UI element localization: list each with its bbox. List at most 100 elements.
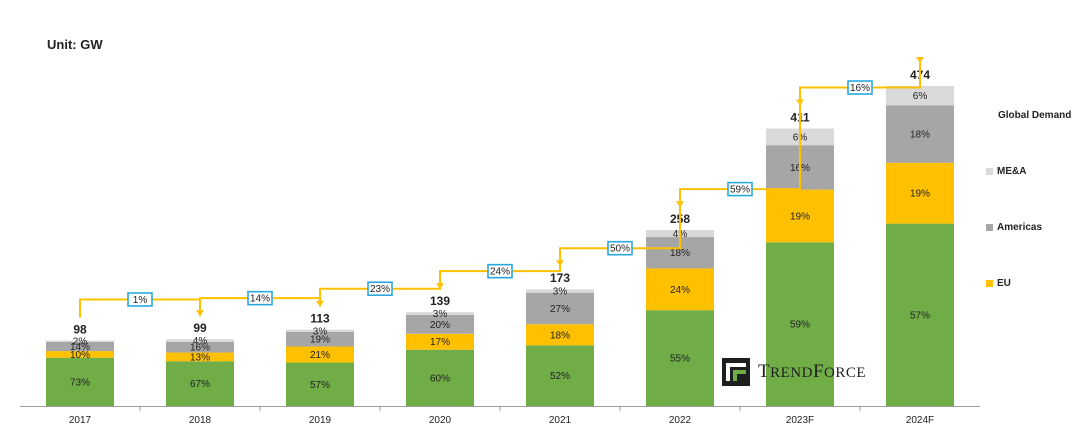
- bar-segment: [406, 314, 474, 334]
- segment-percent-label: 60%: [430, 373, 450, 384]
- logo-text-t: T: [758, 361, 771, 382]
- trendforce-logo-text: TRENDFORCE: [758, 361, 866, 383]
- x-tick-label: 2017: [69, 415, 92, 426]
- segment-percent-label: 13%: [190, 352, 210, 363]
- logo-text-f: F: [812, 361, 825, 382]
- bar-segment: [646, 310, 714, 406]
- x-tick-label: 2018: [189, 415, 212, 426]
- bar-segment: [46, 357, 114, 406]
- trendforce-logo-icon: [722, 358, 750, 386]
- growth-label: 59%: [730, 185, 750, 196]
- bar-segment: [286, 332, 354, 347]
- segment-percent-label: 20%: [430, 320, 450, 331]
- legend-swatch-americas: [986, 223, 993, 231]
- segment-percent-label: 18%: [910, 130, 930, 141]
- bar-segment: [526, 345, 594, 406]
- legend-item-eu: EU: [986, 278, 1011, 292]
- segment-percent-label: 67%: [190, 379, 210, 390]
- x-tick-label: 2022: [669, 415, 692, 426]
- x-tick-label: 2024F: [906, 415, 934, 426]
- legend-title: Global Demand: [998, 110, 1072, 121]
- legend-item-americas: Americas: [986, 222, 1042, 236]
- x-tick-label: 2019: [309, 415, 332, 426]
- bar-segment: [886, 223, 954, 406]
- growth-label-box: [367, 281, 393, 297]
- bar-segment: [286, 329, 354, 333]
- segment-percent-label: 59%: [790, 320, 810, 331]
- bar-segment: [286, 362, 354, 406]
- growth-label-box: [127, 292, 153, 307]
- x-tick-label: 2020: [429, 415, 452, 426]
- bar-segment: [886, 105, 954, 163]
- growth-label: 14%: [250, 294, 270, 305]
- bar-segment: [286, 346, 354, 363]
- logo-text-orce: ORCE: [824, 365, 867, 381]
- segment-percent-label: 6%: [913, 91, 928, 102]
- growth-label: 23%: [370, 284, 390, 295]
- segment-percent-label: 14%: [70, 342, 90, 353]
- bar-segment: [406, 333, 474, 350]
- segment-percent-label: 2%: [73, 337, 88, 348]
- bar-segment: [646, 268, 714, 311]
- bar-segment: [46, 341, 114, 352]
- growth-label: 1%: [133, 295, 148, 306]
- segment-percent-label: 55%: [670, 354, 690, 365]
- segment-percent-label: 57%: [310, 380, 330, 391]
- legend-swatch-mea: [986, 167, 993, 175]
- x-tick-label: 2023F: [786, 415, 814, 426]
- bar-segment: [766, 242, 834, 406]
- segment-percent-label: 21%: [310, 350, 330, 361]
- bar-total-label: 139: [430, 294, 450, 308]
- legend-item-mea: ME&A: [986, 166, 1026, 180]
- bar-segment: [526, 289, 594, 293]
- bar-segment: [166, 341, 234, 353]
- bar-total-label: 98: [73, 323, 87, 337]
- bar-total-label: 99: [193, 321, 207, 335]
- segment-percent-label: 4%: [193, 336, 208, 347]
- bar-total-label: 113: [310, 312, 330, 326]
- unit-label: Unit: GW: [47, 37, 103, 52]
- segment-percent-label: 27%: [550, 304, 570, 315]
- segment-percent-label: 17%: [430, 337, 450, 348]
- x-tick-label: 2021: [549, 415, 572, 426]
- bar-segment: [766, 189, 834, 243]
- growth-label-box: [487, 263, 513, 279]
- legend-label-eu: EU: [997, 278, 1011, 289]
- bar-segment: [886, 162, 954, 224]
- bar-segment: [406, 312, 474, 315]
- segment-percent-label: 57%: [910, 310, 930, 321]
- bar-segment: [526, 292, 594, 325]
- segment-percent-label: 3%: [313, 326, 328, 337]
- bar-segment: [46, 340, 114, 342]
- segment-percent-label: 3%: [433, 309, 448, 320]
- growth-label-box: [727, 181, 753, 197]
- bar-total-label: 173: [550, 271, 570, 285]
- trendforce-logo: TRENDFORCE: [722, 357, 866, 387]
- bar-segment: [166, 339, 234, 342]
- segment-percent-label: 19%: [910, 189, 930, 200]
- growth-label: 16%: [850, 83, 870, 94]
- growth-label-box: [847, 80, 873, 95]
- segment-percent-label: 3%: [553, 286, 568, 297]
- segment-percent-label: 52%: [550, 371, 570, 382]
- bar-segment: [406, 349, 474, 406]
- growth-connector-arrow: [916, 57, 924, 63]
- legend-label-americas: Americas: [997, 222, 1043, 233]
- segment-percent-label: 10%: [70, 350, 90, 361]
- logo-text-rend: REND: [770, 365, 813, 381]
- bar-segment: [166, 361, 234, 406]
- bar-segment: [46, 351, 114, 358]
- bar-segment: [166, 352, 234, 362]
- growth-label: 50%: [610, 244, 630, 255]
- segment-percent-label: 19%: [790, 211, 810, 222]
- bar-segment: [886, 86, 954, 106]
- legend-label-mea: ME&A: [997, 166, 1027, 177]
- growth-label-box: [247, 290, 273, 306]
- segment-percent-label: 18%: [670, 248, 690, 259]
- segment-percent-label: 18%: [550, 330, 570, 341]
- segment-percent-label: 16%: [190, 343, 210, 354]
- growth-label: 24%: [490, 267, 510, 278]
- segment-percent-label: 24%: [670, 285, 690, 296]
